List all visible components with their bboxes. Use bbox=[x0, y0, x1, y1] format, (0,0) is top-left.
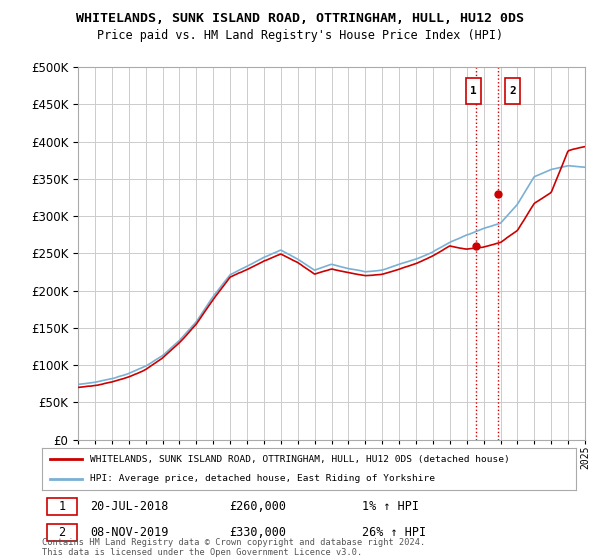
Text: 1% ↑ HPI: 1% ↑ HPI bbox=[362, 500, 419, 512]
FancyBboxPatch shape bbox=[47, 498, 77, 515]
Text: Contains HM Land Registry data © Crown copyright and database right 2024.
This d: Contains HM Land Registry data © Crown c… bbox=[42, 538, 425, 557]
Text: 20-JUL-2018: 20-JUL-2018 bbox=[90, 500, 169, 512]
FancyBboxPatch shape bbox=[505, 78, 520, 104]
Text: 1: 1 bbox=[470, 86, 476, 96]
Text: Price paid vs. HM Land Registry's House Price Index (HPI): Price paid vs. HM Land Registry's House … bbox=[97, 29, 503, 42]
Text: HPI: Average price, detached house, East Riding of Yorkshire: HPI: Average price, detached house, East… bbox=[90, 474, 435, 483]
Text: £260,000: £260,000 bbox=[229, 500, 286, 512]
Text: 2: 2 bbox=[58, 526, 65, 539]
Text: 26% ↑ HPI: 26% ↑ HPI bbox=[362, 526, 427, 539]
Text: £330,000: £330,000 bbox=[229, 526, 286, 539]
FancyBboxPatch shape bbox=[466, 78, 481, 104]
Text: WHITELANDS, SUNK ISLAND ROAD, OTTRINGHAM, HULL, HU12 0DS: WHITELANDS, SUNK ISLAND ROAD, OTTRINGHAM… bbox=[76, 12, 524, 25]
Text: WHITELANDS, SUNK ISLAND ROAD, OTTRINGHAM, HULL, HU12 0DS (detached house): WHITELANDS, SUNK ISLAND ROAD, OTTRINGHAM… bbox=[90, 455, 510, 464]
Text: 1: 1 bbox=[58, 500, 65, 512]
Text: 08-NOV-2019: 08-NOV-2019 bbox=[90, 526, 169, 539]
Text: 2: 2 bbox=[509, 86, 516, 96]
FancyBboxPatch shape bbox=[47, 524, 77, 541]
